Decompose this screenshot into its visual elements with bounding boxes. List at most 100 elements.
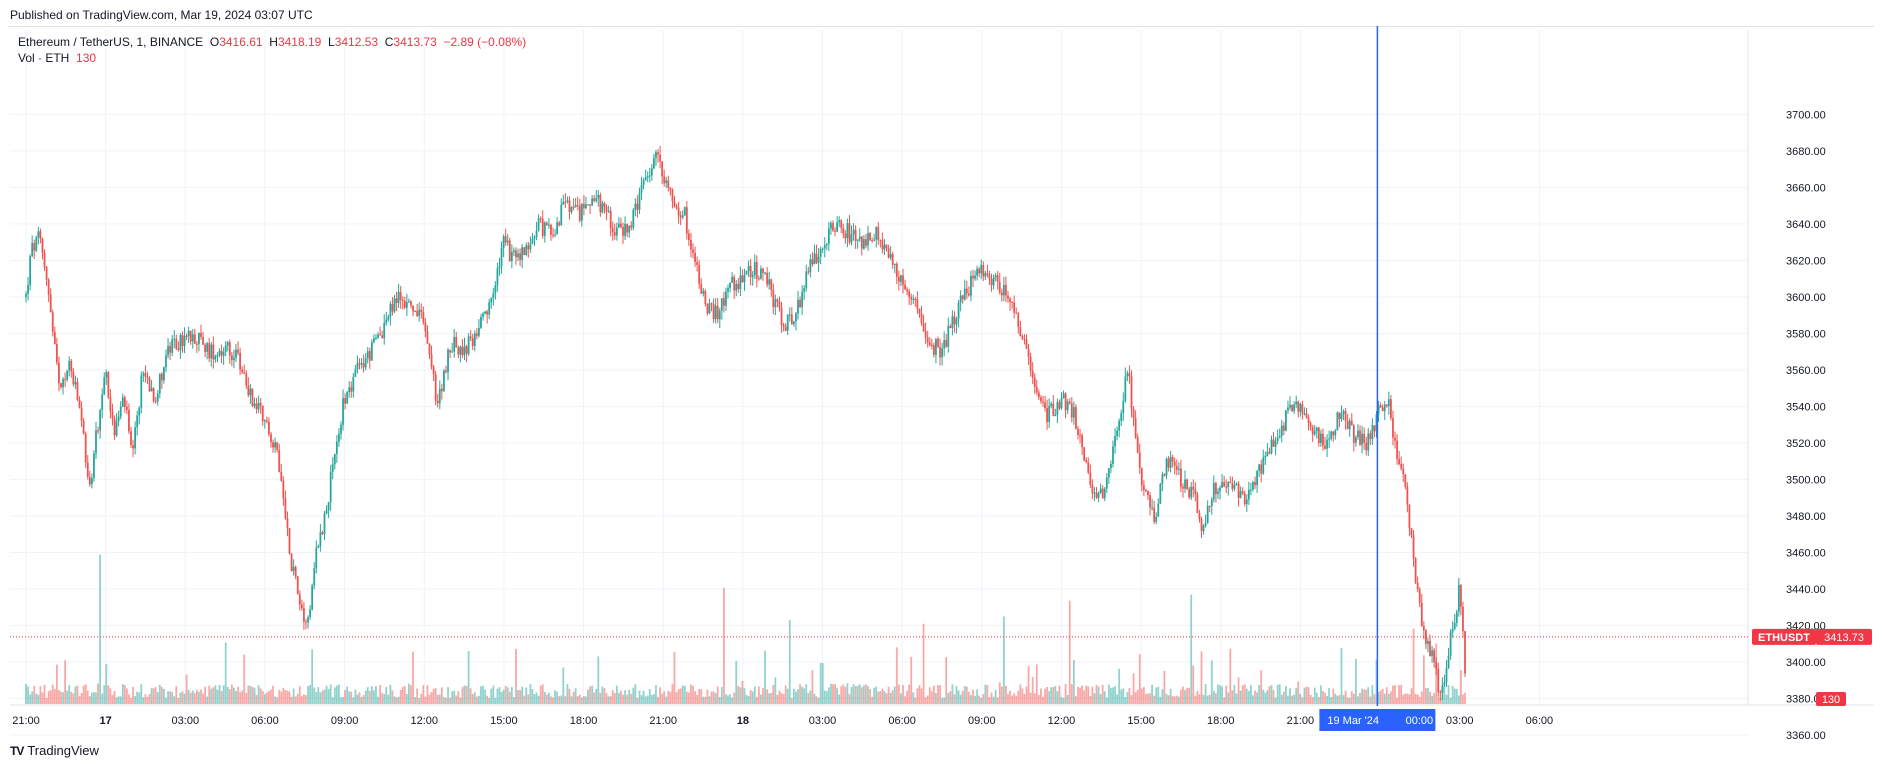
volume-bar xyxy=(1186,687,1188,704)
candle-body xyxy=(138,407,141,416)
volume-bar xyxy=(609,696,612,704)
candle-body xyxy=(385,319,388,324)
candle-body xyxy=(362,363,365,368)
candle-body xyxy=(1122,400,1125,413)
volume-bar xyxy=(630,693,633,704)
x-tick-label: 06:00 xyxy=(251,715,279,727)
volume-bar xyxy=(1120,689,1123,704)
volume-bar xyxy=(453,690,456,704)
volume-bar xyxy=(1359,692,1361,704)
y-tick-label: 3620.00 xyxy=(1786,255,1826,267)
candle-body xyxy=(1332,431,1335,436)
brand-name: TradingView xyxy=(27,743,99,758)
volume-bar xyxy=(570,696,573,704)
volume-bar xyxy=(488,697,491,704)
volume-bar xyxy=(935,693,937,704)
candle-body xyxy=(354,369,357,377)
candle-body xyxy=(428,343,431,355)
volume-bar xyxy=(720,687,723,704)
candle-body xyxy=(743,274,746,283)
volume-bar xyxy=(706,689,709,704)
volume-bar xyxy=(704,696,707,704)
candle-body xyxy=(572,207,575,209)
volume-bar xyxy=(1105,697,1108,704)
volume-bar xyxy=(1058,685,1061,704)
volume-bar xyxy=(298,686,301,704)
crosshair-time-label: 19 Mar '24 xyxy=(1327,715,1379,727)
volume-bar xyxy=(1025,686,1028,704)
candle-body xyxy=(1184,479,1186,489)
symbol-title: Ethereum / TetherUS, 1, BINANCE xyxy=(18,35,204,49)
candle-body xyxy=(935,338,937,355)
candle-body xyxy=(955,318,958,325)
volume-bar xyxy=(755,696,758,704)
candle-body xyxy=(204,344,207,352)
volume-bar xyxy=(348,691,351,704)
candle-body xyxy=(1167,458,1170,468)
x-tick-label: 12:00 xyxy=(1048,715,1076,727)
volume-bar xyxy=(319,692,322,704)
candle-body xyxy=(710,303,713,305)
close-label: C xyxy=(384,35,394,49)
volume-bar xyxy=(60,691,62,704)
candle-body xyxy=(286,518,289,529)
candle-body xyxy=(1116,430,1118,437)
candle-body xyxy=(457,347,460,355)
candle-body xyxy=(224,345,227,352)
volume-bar xyxy=(1254,690,1256,704)
volume-bar xyxy=(632,687,635,704)
candle-body xyxy=(1132,408,1135,419)
volume-bar xyxy=(265,692,268,704)
volume-bar xyxy=(1373,694,1376,704)
candle-body xyxy=(825,243,828,246)
volume-bar xyxy=(529,684,532,704)
candle-body xyxy=(638,192,641,210)
volume-bar xyxy=(652,694,655,704)
candle-body xyxy=(869,232,871,241)
candle-body xyxy=(113,418,116,436)
candle-body xyxy=(1064,393,1067,411)
volume-bar xyxy=(364,690,367,704)
volume-bar xyxy=(1233,684,1236,704)
candle-body xyxy=(274,442,276,448)
candle-body xyxy=(762,268,764,273)
candle-body xyxy=(1396,440,1398,459)
x-tick-label: 09:00 xyxy=(968,715,996,727)
candle-body xyxy=(296,576,299,595)
volume-bar xyxy=(1087,686,1090,704)
candle-body xyxy=(727,287,729,292)
candle-body xyxy=(220,350,223,356)
volume-bar xyxy=(634,684,637,704)
volume-bar xyxy=(562,667,565,704)
candle-body xyxy=(403,300,406,308)
volume-bar xyxy=(1427,688,1429,704)
volume-bar xyxy=(504,685,507,704)
candle-body xyxy=(140,375,143,408)
volume-bar xyxy=(1169,688,1172,704)
volume-bar xyxy=(1128,688,1131,704)
candle-body xyxy=(982,265,985,277)
volume-bar xyxy=(467,650,470,704)
candle-body xyxy=(523,247,526,255)
candle-body xyxy=(1002,285,1005,296)
volume-bar xyxy=(774,677,777,704)
candle-body xyxy=(634,203,637,210)
candle-body xyxy=(554,234,556,236)
candle-body xyxy=(80,407,83,421)
candle-body xyxy=(1239,491,1242,499)
volume-bar xyxy=(1147,693,1149,704)
volume-bar xyxy=(1103,691,1106,704)
candle-body xyxy=(144,373,147,377)
volume-bar xyxy=(1140,688,1143,704)
candle-body xyxy=(852,229,855,235)
y-tick-label: 3440.00 xyxy=(1786,584,1826,596)
footer[interactable]: TV TradingView xyxy=(10,743,99,758)
candle-body xyxy=(228,342,231,356)
volume-bar xyxy=(949,691,952,704)
volume-bar xyxy=(1048,691,1051,704)
volume-bar xyxy=(136,691,139,704)
volume-bar xyxy=(401,686,404,704)
volume-bar xyxy=(35,693,38,704)
volume-bar xyxy=(492,685,495,704)
